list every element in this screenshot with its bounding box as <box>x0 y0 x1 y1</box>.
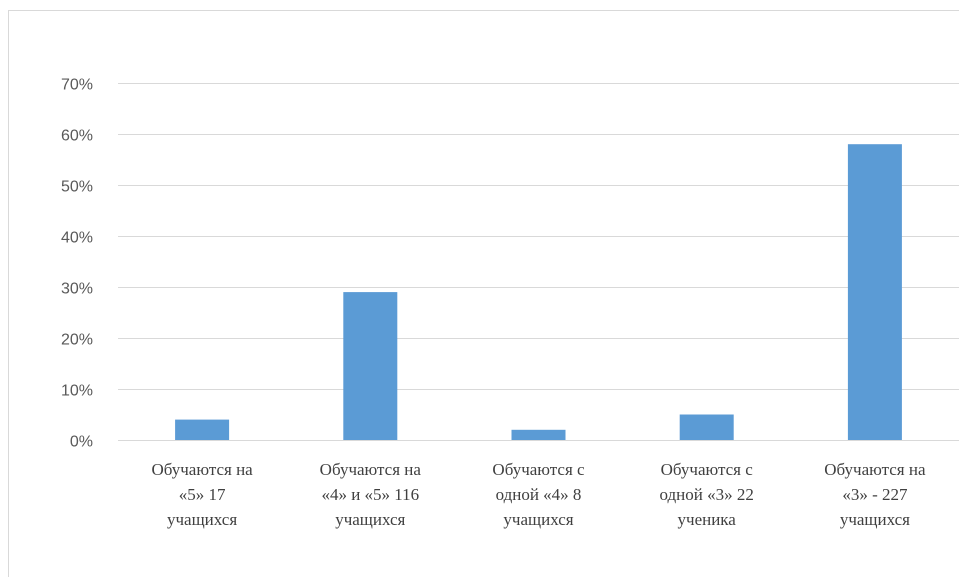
x-axis-category-labels: Обучаются на «5» 17 учащихся Обучаются на «4… <box>151 460 925 529</box>
y-tick-label: 10% <box>61 383 93 400</box>
x-category-label: учащихся <box>840 510 910 529</box>
x-category-label: «5» 17 <box>179 485 226 504</box>
y-axis-tick-labels: 0% 10% 20% 30% 40% 50% 60% 70% <box>61 77 93 451</box>
bars <box>175 144 902 440</box>
y-tick-label: 0% <box>70 434 93 451</box>
x-category-label: учащихся <box>335 510 405 529</box>
y-tick-label: 60% <box>61 128 93 145</box>
y-tick-label: 50% <box>61 179 93 196</box>
x-category-label: Обучаются с <box>661 460 754 479</box>
x-category-label: Обучаются на <box>151 460 253 479</box>
x-category-label: одной «4» 8 <box>496 485 582 504</box>
y-tick-label: 30% <box>61 281 93 298</box>
bar <box>511 429 566 440</box>
y-tick-label: 20% <box>61 332 93 349</box>
y-tick-label: 40% <box>61 230 93 247</box>
x-category-label: «4» и «5» 116 <box>321 485 419 504</box>
x-category-label: Обучаются на <box>320 460 422 479</box>
gridlines <box>118 83 959 441</box>
chart-frame <box>8 10 959 577</box>
bar <box>343 292 398 440</box>
x-category-label: ученика <box>678 510 737 529</box>
x-category-label: Обучаются с <box>492 460 585 479</box>
bar <box>175 419 230 440</box>
bar <box>679 414 734 440</box>
x-category-label: учащихся <box>167 510 237 529</box>
bar <box>847 144 902 440</box>
x-category-label: учащихся <box>503 510 573 529</box>
x-category-label: «3» - 227 <box>842 485 908 504</box>
x-category-label: одной «3» 22 <box>660 485 754 504</box>
y-tick-label: 70% <box>61 77 93 94</box>
x-category-label: Обучаются на <box>824 460 926 479</box>
